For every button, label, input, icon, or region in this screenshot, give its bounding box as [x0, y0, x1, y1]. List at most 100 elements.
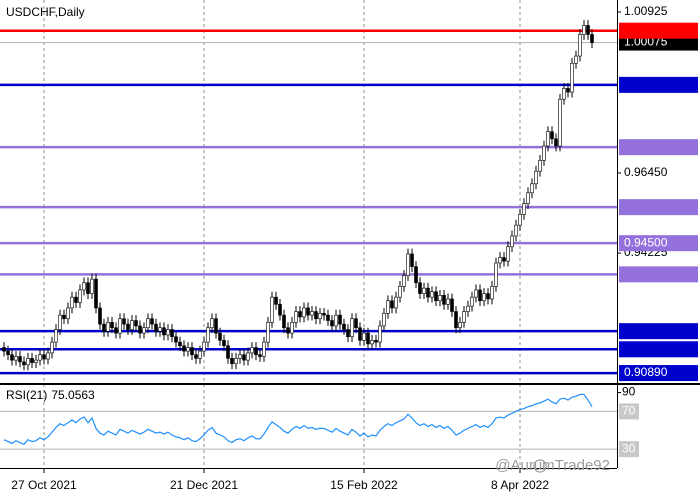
candle-body [426, 287, 430, 298]
candle-body [430, 291, 434, 298]
candle-body [254, 347, 258, 356]
candle-body [90, 278, 94, 294]
candle-body [86, 282, 90, 294]
candle-body [526, 192, 530, 204]
candle-body [410, 253, 414, 267]
candle-body [370, 340, 374, 345]
y-tick-label: 1.00925 [624, 4, 668, 18]
candle-body [222, 340, 226, 347]
candle-body [142, 327, 146, 334]
candle-body [550, 131, 554, 140]
candle-body [206, 327, 210, 343]
watermark: @AurumTrade92 [495, 457, 610, 474]
level-label: 0.90890 [624, 365, 668, 379]
candle-body [146, 318, 150, 329]
candle-body [390, 300, 394, 309]
candle-body [578, 34, 582, 57]
candle-body [490, 286, 494, 300]
candle-body [330, 320, 334, 327]
candle-body [554, 138, 558, 147]
candle-body [398, 286, 402, 298]
candle-body [22, 361, 26, 366]
candle-body [94, 278, 98, 309]
candle-body [98, 307, 102, 325]
candle-body [246, 352, 250, 361]
candle-body [214, 318, 218, 334]
candle-body [2, 347, 6, 352]
candle-body [518, 214, 522, 226]
candle-body [294, 311, 298, 323]
candle-body [502, 257, 506, 262]
candle-body [126, 323, 130, 330]
candle-body [158, 327, 162, 332]
candle-body [38, 354, 42, 361]
candle-body [282, 314, 286, 329]
candle-body [262, 341, 266, 357]
candle-body [278, 304, 282, 316]
candle-body [438, 295, 442, 302]
candle-body [354, 318, 358, 329]
candle-body [366, 332, 370, 345]
candle-body [106, 322, 110, 332]
candle-body [42, 354, 46, 360]
level-label-box [619, 235, 698, 252]
candle-body [70, 296, 74, 309]
candle-body [242, 354, 246, 361]
candle-body [162, 327, 166, 336]
candle-body [202, 341, 206, 352]
candle-body [250, 347, 254, 354]
candle-body [58, 314, 62, 330]
candle-body [470, 296, 474, 307]
x-tick-label: 8 Apr 2022 [491, 478, 549, 492]
candle-body [570, 62, 574, 93]
candle-body [486, 293, 490, 300]
candle-body [542, 145, 546, 161]
indicator-level-box [619, 403, 639, 420]
candle-body [78, 289, 82, 303]
candle-body [66, 307, 70, 320]
candle-body [82, 282, 86, 291]
candle-body [154, 323, 158, 332]
candle-body [546, 131, 550, 147]
indicator-y-tick-label: 90 [622, 385, 636, 399]
candle-body [198, 350, 202, 359]
candle-body [422, 287, 426, 294]
candle-body [506, 246, 510, 262]
candle-body [226, 345, 230, 359]
candle-body [342, 323, 346, 330]
level-label-box [619, 341, 698, 358]
candle-body [218, 332, 222, 341]
candle-body [402, 275, 406, 287]
candle-body [50, 341, 54, 354]
candle-body [174, 336, 178, 343]
candle-body [478, 289, 482, 302]
level-label-box [619, 266, 698, 283]
candle-body [150, 318, 154, 325]
candle-body [74, 296, 78, 303]
candle-body [230, 358, 234, 365]
candle-body [562, 88, 566, 100]
candle-body [130, 320, 134, 330]
candle-body [318, 313, 322, 320]
candle-body [314, 311, 318, 320]
candle-body [138, 325, 142, 334]
candle-body [306, 307, 310, 316]
candle-body [418, 282, 422, 294]
candle-body [374, 340, 378, 343]
candle-body [238, 354, 242, 359]
indicator-name: RSI(21) [6, 388, 47, 402]
candle-body [382, 313, 386, 327]
candle-body [334, 314, 338, 327]
candle-body [310, 311, 314, 316]
candle-body [270, 296, 274, 323]
candle-body [182, 345, 186, 352]
candle-body [458, 322, 462, 329]
level-label-box [619, 22, 698, 39]
candle-body [346, 329, 350, 338]
candle-body [558, 98, 562, 147]
candle-body [186, 347, 190, 352]
candle-body [10, 354, 14, 361]
candle-body [474, 289, 478, 298]
candle-body [522, 203, 526, 215]
candle-body [434, 291, 438, 302]
